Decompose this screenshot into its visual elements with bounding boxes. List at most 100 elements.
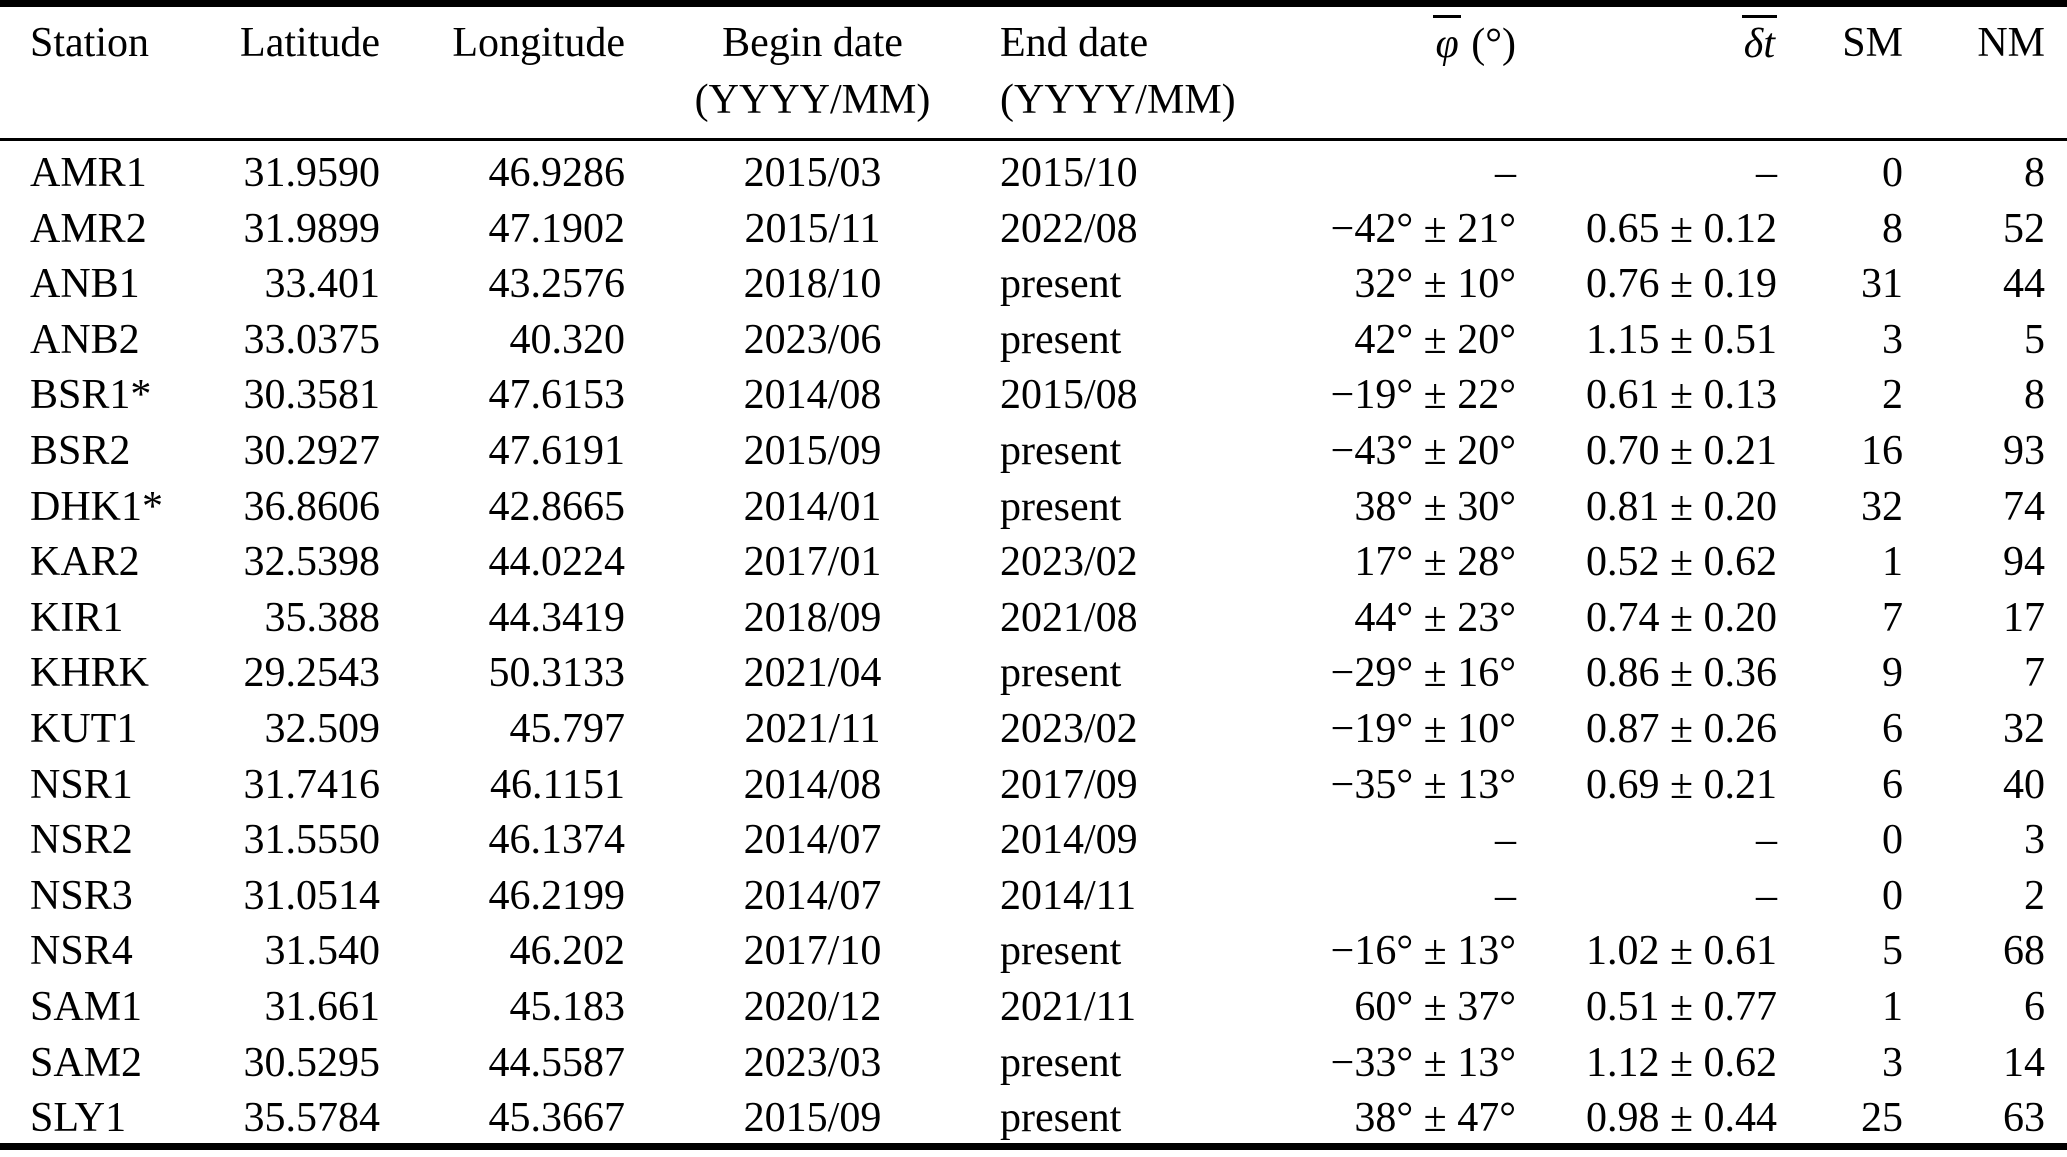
cell-longitude: 40.320 bbox=[509, 316, 626, 363]
header-begin-date-subline: (YYYY/MM) bbox=[694, 77, 931, 123]
cell-longitude: 45.3667 bbox=[488, 1095, 626, 1142]
cell-nm: 68 bbox=[2003, 928, 2045, 975]
cell-phi-mean: – bbox=[1495, 817, 1516, 864]
cell-sm: 25 bbox=[1861, 1095, 1903, 1142]
cell-longitude: 46.202 bbox=[509, 928, 626, 975]
cell-longitude: 46.9286 bbox=[488, 150, 626, 196]
cell-sm: 16 bbox=[1861, 427, 1903, 474]
cell-nm: 74 bbox=[2003, 483, 2045, 530]
header-end-date-subline: (YYYY/MM) bbox=[1000, 77, 1236, 123]
cell-longitude: 44.3419 bbox=[488, 594, 626, 641]
table-header-rule bbox=[0, 138, 2067, 141]
table-row: SAM1 31.661 45.183 2020/12 2021/11 60° ± 37° 0… bbox=[30, 980, 2045, 1036]
cell-end-date: 2021/11 bbox=[1000, 983, 1137, 1030]
cell-latitude: 32.509 bbox=[264, 705, 381, 752]
table-row: AMR1 31.9590 46.9286 2015/03 2015/10 – – 0 8 bbox=[30, 146, 2045, 202]
cell-latitude: 33.401 bbox=[264, 261, 381, 308]
cell-delta-t-mean: 0.98 ± 0.44 bbox=[1585, 1095, 1777, 1142]
table-header-row: Station Latitude Longitude Begin date (YYYY/… bbox=[30, 7, 2045, 146]
cell-begin-date: 2015/09 bbox=[743, 427, 882, 474]
cell-nm: 8 bbox=[2024, 150, 2045, 196]
header-sm: SM bbox=[1777, 7, 1903, 146]
cell-phi-mean: 17° ± 28° bbox=[1354, 539, 1516, 586]
header-latitude-label: Latitude bbox=[240, 20, 380, 66]
cell-station: DHK1* bbox=[30, 483, 163, 530]
cell-begin-date: 2017/01 bbox=[743, 539, 882, 586]
cell-delta-t-mean: – bbox=[1756, 817, 1777, 864]
cell-sm: 0 bbox=[1882, 872, 1903, 919]
cell-latitude: 31.661 bbox=[264, 983, 381, 1030]
table-row: BSR1* 30.3581 47.6153 2014/08 2015/08 −19° ± … bbox=[30, 368, 2045, 424]
cell-nm: 52 bbox=[2003, 205, 2045, 252]
cell-delta-t-mean: – bbox=[1756, 872, 1777, 919]
cell-nm: 93 bbox=[2003, 427, 2045, 474]
cell-end-date: 2022/08 bbox=[1000, 205, 1138, 252]
table-top-rule bbox=[0, 0, 2067, 7]
cell-end-date: present bbox=[1000, 427, 1122, 474]
cell-sm: 7 bbox=[1882, 594, 1903, 641]
cell-delta-t-mean: 1.15 ± 0.51 bbox=[1585, 316, 1777, 363]
cell-end-date: 2021/08 bbox=[1000, 594, 1138, 641]
cell-begin-date: 2015/03 bbox=[743, 150, 882, 196]
cell-phi-mean: 38° ± 47° bbox=[1354, 1095, 1516, 1142]
cell-end-date: present bbox=[1000, 261, 1122, 308]
cell-phi-mean: −29° ± 16° bbox=[1330, 650, 1516, 697]
cell-nm: 6 bbox=[2024, 983, 2045, 1030]
cell-delta-t-mean: 0.65 ± 0.12 bbox=[1585, 205, 1777, 252]
cell-longitude: 46.2199 bbox=[488, 872, 626, 919]
cell-nm: 8 bbox=[2024, 372, 2045, 419]
cell-sm: 6 bbox=[1882, 761, 1903, 808]
cell-longitude: 50.3133 bbox=[488, 650, 626, 697]
header-phi-mean-label: φ (°) bbox=[1295, 15, 1516, 73]
cell-sm: 1 bbox=[1882, 983, 1903, 1030]
cell-begin-date: 2014/07 bbox=[743, 872, 882, 919]
cell-latitude: 30.3581 bbox=[243, 372, 381, 419]
cell-nm: 94 bbox=[2003, 539, 2045, 586]
cell-phi-mean: −16° ± 13° bbox=[1330, 928, 1516, 975]
header-nm-label: NM bbox=[1977, 20, 2045, 66]
cell-sm: 0 bbox=[1882, 150, 1903, 196]
cell-delta-t-mean: 0.70 ± 0.21 bbox=[1585, 427, 1777, 474]
cell-nm: 5 bbox=[2024, 316, 2045, 363]
cell-begin-date: 2014/01 bbox=[743, 483, 882, 530]
cell-station: NSR3 bbox=[30, 872, 133, 919]
cell-end-date: present bbox=[1000, 316, 1122, 363]
cell-end-date: 2017/09 bbox=[1000, 761, 1138, 808]
cell-station: KHRK bbox=[30, 650, 150, 697]
cell-longitude: 46.1374 bbox=[488, 817, 626, 864]
cell-begin-date: 2020/12 bbox=[743, 983, 882, 1030]
cell-sm: 32 bbox=[1861, 483, 1903, 530]
cell-sm: 9 bbox=[1882, 650, 1903, 697]
cell-station: ANB2 bbox=[30, 316, 140, 363]
cell-delta-t-mean: 1.02 ± 0.61 bbox=[1585, 928, 1777, 975]
cell-delta-t-mean: 0.86 ± 0.36 bbox=[1585, 650, 1777, 697]
cell-longitude: 47.1902 bbox=[488, 205, 626, 252]
cell-latitude: 36.8606 bbox=[243, 483, 381, 530]
table-row: KUT1 32.509 45.797 2021/11 2023/02 −19° ± 10°… bbox=[30, 702, 2045, 758]
cell-end-date: present bbox=[1000, 1095, 1122, 1142]
cell-end-date: 2023/02 bbox=[1000, 539, 1138, 586]
cell-end-date: present bbox=[1000, 1039, 1122, 1086]
cell-nm: 2 bbox=[2024, 872, 2045, 919]
cell-longitude: 44.5587 bbox=[488, 1039, 626, 1086]
header-begin-date-label: Begin date bbox=[722, 20, 903, 66]
cell-station: NSR2 bbox=[30, 817, 133, 864]
cell-phi-mean: −33° ± 13° bbox=[1330, 1039, 1516, 1086]
table-bottom-rule bbox=[0, 1143, 2067, 1150]
cell-phi-mean: −19° ± 10° bbox=[1330, 705, 1516, 752]
cell-latitude: 35.5784 bbox=[243, 1095, 381, 1142]
header-end-date: End date (YYYY/MM) bbox=[1000, 7, 1295, 146]
cell-phi-mean: 32° ± 10° bbox=[1354, 261, 1516, 308]
cell-delta-t-mean: 0.69 ± 0.21 bbox=[1585, 761, 1777, 808]
cell-longitude: 45.183 bbox=[509, 983, 626, 1030]
header-station: Station bbox=[30, 7, 230, 146]
phi-mean-overline-symbol: φ bbox=[1433, 15, 1461, 68]
cell-nm: 63 bbox=[2003, 1095, 2045, 1142]
cell-delta-t-mean: 0.74 ± 0.20 bbox=[1585, 594, 1777, 641]
table-row: SAM2 30.5295 44.5587 2023/03 present −33° ± 1… bbox=[30, 1036, 2045, 1092]
cell-begin-date: 2014/08 bbox=[743, 761, 882, 808]
cell-latitude: 35.388 bbox=[264, 594, 381, 641]
table-row: BSR2 30.2927 47.6191 2015/09 present −43° ± 2… bbox=[30, 424, 2045, 480]
header-longitude-label: Longitude bbox=[452, 20, 625, 66]
